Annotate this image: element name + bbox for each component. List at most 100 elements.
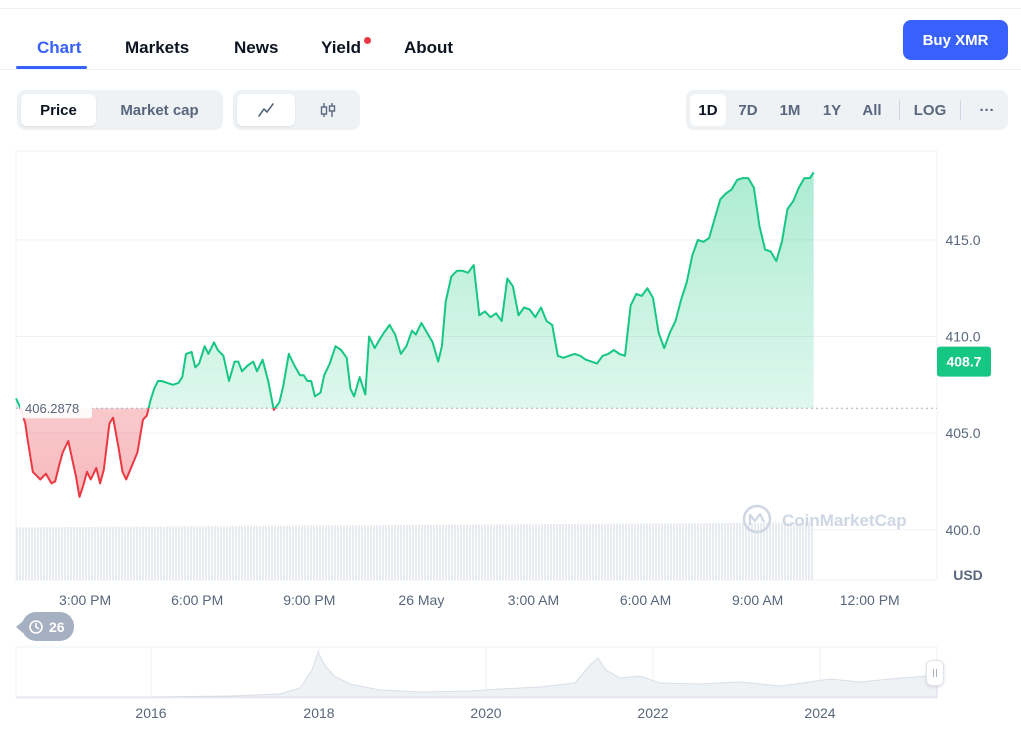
volume-bar — [571, 523, 573, 580]
history-count: 26 — [49, 618, 65, 635]
volume-bar — [190, 526, 192, 580]
volume-bar — [364, 525, 366, 580]
volume-bar — [508, 524, 510, 580]
volume-bar — [727, 522, 729, 580]
navigator-year-label: 2020 — [470, 705, 501, 721]
tab-chart[interactable]: Chart — [37, 38, 82, 57]
volume-bar — [97, 526, 99, 580]
range-7d[interactable]: 7D — [738, 101, 758, 119]
volume-bar — [421, 524, 423, 580]
volume-bar — [118, 526, 120, 580]
volume-bar — [49, 527, 51, 580]
volume-bar — [538, 524, 540, 580]
volume-bar — [679, 523, 681, 580]
range-1y[interactable]: 1Y — [822, 101, 842, 119]
volume-bar — [592, 523, 594, 580]
volume-bar — [289, 525, 291, 580]
volume-bar — [37, 527, 39, 580]
market-cap-toggle[interactable]: Market cap — [120, 101, 199, 119]
volume-bar — [457, 524, 459, 580]
volume-bar — [34, 527, 36, 580]
volume-bar — [52, 527, 54, 580]
range-1d[interactable]: 1D — [690, 94, 726, 126]
volume-bar — [739, 522, 741, 580]
history-badge[interactable]: 26 — [16, 612, 74, 641]
volume-bar — [580, 523, 582, 580]
volume-bar — [214, 526, 216, 580]
range-all[interactable]: All — [862, 101, 882, 119]
volume-bar — [775, 522, 777, 580]
volume-bar — [778, 522, 780, 580]
log-scale-toggle[interactable]: LOG — [913, 101, 947, 119]
volume-bar — [616, 523, 618, 580]
volume-bar — [625, 523, 627, 580]
range-1m[interactable]: 1M — [779, 101, 801, 119]
tab-yield[interactable]: Yield — [321, 38, 361, 57]
volume-bar — [505, 524, 507, 580]
price-toggle[interactable]: Price — [21, 94, 96, 126]
volume-bar — [541, 524, 543, 580]
active-tab-indicator — [16, 66, 87, 69]
volume-bar — [742, 522, 744, 580]
volume-bar — [406, 524, 408, 580]
time-range-selector: 1D 7D 1M 1Y All LOG ··· — [686, 90, 1008, 130]
volume-bar — [745, 522, 747, 580]
currency-label: USD — [953, 567, 983, 583]
volume-bar — [262, 525, 264, 580]
metric-toggle: Price Market cap — [17, 90, 223, 130]
volume-bar — [475, 524, 477, 580]
volume-bar — [331, 525, 333, 580]
volume-bar — [556, 524, 558, 580]
x-tick-label: 26 May — [398, 592, 444, 608]
volume-bar — [424, 524, 426, 580]
volume-bar — [496, 524, 498, 580]
watermark-text: CoinMarketCap — [782, 511, 907, 530]
volume-bar — [322, 525, 324, 580]
volume-bar — [733, 522, 735, 580]
volume-bar — [802, 522, 804, 580]
range-separator — [899, 100, 900, 120]
buy-xmr-button[interactable]: Buy XMR — [903, 20, 1008, 60]
navigator-handle[interactable] — [926, 660, 944, 686]
volume-bar — [298, 525, 300, 580]
volume-bar — [28, 527, 30, 580]
volume-bar — [769, 522, 771, 580]
volume-bar — [121, 526, 123, 580]
tab-about[interactable]: About — [404, 38, 454, 57]
volume-bar — [337, 525, 339, 580]
tab-markets[interactable]: Markets — [125, 38, 190, 57]
tab-news[interactable]: News — [234, 38, 279, 57]
volume-bar — [292, 525, 294, 580]
volume-bar — [400, 524, 402, 580]
volume-bar — [256, 525, 258, 580]
volume-bar — [643, 523, 645, 580]
volume-bar — [373, 525, 375, 580]
volume-bar — [517, 524, 519, 580]
volume-bar — [577, 523, 579, 580]
volume-bar — [232, 526, 234, 580]
price-area-below-reference — [20, 408, 276, 497]
volume-bar — [127, 526, 129, 580]
navigator-history-area — [16, 650, 938, 698]
volume-bar — [652, 523, 654, 580]
volume-bar — [715, 523, 717, 580]
line-chart-button[interactable] — [237, 94, 295, 126]
volume-bar — [343, 525, 345, 580]
volume-bar — [454, 524, 456, 580]
candlestick-chart-button[interactable] — [299, 94, 356, 126]
volume-bar — [82, 526, 84, 580]
more-options-button[interactable]: ··· — [979, 101, 995, 119]
volume-bar — [799, 522, 801, 580]
volume-bar — [172, 526, 174, 580]
volume-bar — [565, 523, 567, 580]
volume-bar — [781, 522, 783, 580]
volume-bar — [595, 523, 597, 580]
volume-bar — [439, 524, 441, 580]
volume-bar — [757, 522, 759, 580]
volume-bar — [202, 526, 204, 580]
volume-bar — [481, 524, 483, 580]
volume-bar — [658, 523, 660, 580]
volume-bar — [676, 523, 678, 580]
volume-bar — [70, 527, 72, 580]
volume-bar — [427, 524, 429, 580]
